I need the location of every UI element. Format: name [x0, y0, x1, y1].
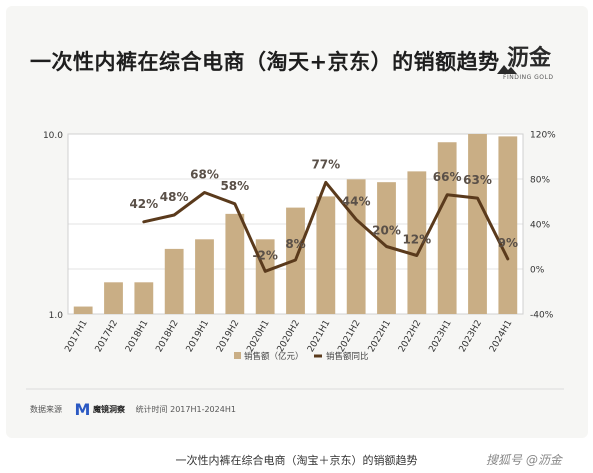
x-tick-label: 2023H1 [427, 319, 453, 355]
y-right-tick-label: -40% [530, 311, 554, 321]
yoy-line [142, 180, 510, 273]
bar [73, 306, 93, 314]
source-period: 统计时间 2017H1-2024H1 [135, 405, 236, 414]
line-data-label: 66% [433, 170, 462, 184]
x-tick-label: 2019H2 [215, 319, 241, 355]
y-left-tick-label: 10.0 [43, 131, 63, 141]
line-data-label: -2% [252, 248, 277, 262]
bar [498, 136, 518, 314]
bar [407, 171, 427, 314]
x-tick-label: 2020H2 [276, 319, 302, 355]
bar [195, 239, 214, 314]
bar [104, 282, 123, 314]
x-tick-label: 2017H1 [63, 319, 89, 355]
bar [316, 196, 336, 314]
bar [225, 213, 245, 314]
source-brand-icon: M [74, 400, 91, 419]
bar [377, 182, 396, 314]
x-tick-label: 2018H1 [124, 319, 150, 355]
line-data-label: 63% [463, 173, 492, 187]
line-data-label: 44% [342, 195, 371, 209]
x-tick-label: 2022H1 [367, 319, 393, 355]
line-data-label: 8% [285, 237, 305, 251]
brand-logo: 沥金 FINDING GOLD [497, 40, 567, 86]
source-label: 数据来源 [30, 405, 62, 414]
line-data-label: 68% [190, 168, 219, 182]
x-tick-label: 2021H2 [336, 319, 362, 355]
chart-title: 一次性内裤在综合电商（淘天+京东）的销额趋势 [30, 50, 500, 74]
bar [437, 142, 457, 314]
bar [164, 248, 184, 314]
legend-line-label: 销售额同比 [326, 351, 369, 362]
y-right-tick-label: 0% [530, 266, 545, 276]
line-data-label: 12% [402, 233, 431, 247]
y-right-tick-label: 80% [530, 176, 550, 186]
bar [468, 134, 487, 314]
y-right-tick-label: 40% [530, 221, 550, 231]
source-footer: 数据来源 M 魔镜洞察 统计时间 2017H1-2024H1 [30, 400, 236, 419]
x-tick-label: 2020H1 [245, 319, 271, 355]
x-tick-label: 2017H2 [94, 319, 120, 355]
bar [134, 282, 154, 314]
x-tick-label: 2019H1 [185, 319, 211, 355]
line-data-label: 77% [311, 157, 340, 171]
line-data-label: 9% [498, 236, 518, 250]
legend-bar-label: 销售额（亿元） [244, 351, 304, 362]
line-data-label: 42% [129, 197, 158, 211]
x-tick-label: 2018H2 [154, 319, 180, 355]
y-left-tick-label: 1.0 [49, 311, 64, 321]
logo-text: 沥金 [507, 46, 552, 71]
source-brand: M 魔镜洞察 [75, 400, 125, 419]
logo-subtitle: FINDING GOLD [503, 74, 554, 81]
watermark: 搜狐号 @沥金 [486, 453, 562, 467]
source-brand-name: 魔镜洞察 [93, 405, 126, 414]
x-tick-label: 2023H2 [458, 319, 484, 355]
legend-bar-swatch [234, 352, 241, 359]
logo-mountain-icon [497, 65, 517, 74]
image-caption: 一次性内裤在综合电商（淘宝＋京东）的销额趋势 [175, 454, 418, 467]
line-data-label: 20% [372, 224, 401, 238]
x-tick-label: 2024H1 [488, 319, 514, 355]
x-tick-label: 2022H2 [397, 319, 423, 355]
x-tick-label: 2021H1 [306, 319, 332, 355]
y-right-tick-label: 120% [530, 131, 556, 141]
line-data-label: 48% [160, 190, 189, 204]
line-data-label: 58% [220, 179, 249, 193]
